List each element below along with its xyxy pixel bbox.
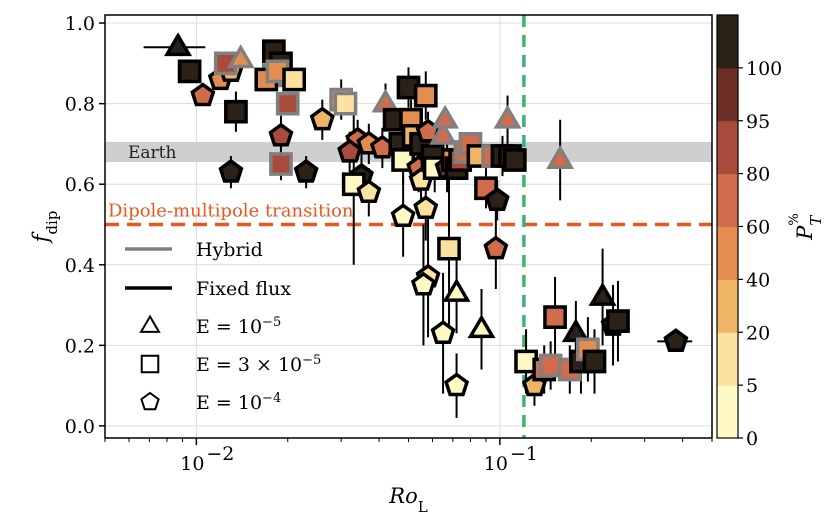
data-point-pentagon (190, 82, 216, 107)
colorbar-segment (717, 279, 738, 333)
data-point-pentagon (356, 179, 382, 203)
x-tick-label: 10 (180, 453, 204, 475)
data-point-pentagon (663, 328, 689, 352)
data-point-square (538, 353, 563, 378)
data-point-pentagon (337, 138, 363, 163)
legend-marker-triangle (139, 314, 161, 333)
colorbar-segment (717, 226, 738, 280)
data-point-triangle (546, 145, 575, 169)
colorbar-segment (717, 15, 738, 69)
x-axis-label: RoL (388, 484, 427, 515)
colorbar-label: PT% (787, 213, 825, 241)
colorbar-segment (717, 67, 738, 122)
tick-labels: 0.00.20.40.60.81.010 −2 10 −1 (65, 13, 538, 475)
y-tick-label: 0.6 (65, 174, 95, 196)
y-tick-label: 0.4 (65, 255, 95, 277)
data-point-square (224, 99, 248, 124)
legend-label: E = 10−5 (196, 315, 281, 339)
colorbar-segment (717, 385, 738, 439)
data-point-square (606, 309, 630, 334)
data-points (163, 32, 689, 397)
data-point-pentagon (293, 158, 319, 183)
legend-label: E = 10−4 (196, 391, 281, 415)
data-point-square (413, 83, 438, 108)
data-point-pentagon (218, 158, 244, 183)
legend-label: Fixed flux (196, 278, 291, 300)
legend-marker-square (140, 354, 160, 374)
data-point-square (282, 67, 307, 92)
data-point-square (269, 152, 293, 176)
data-point-pentagon (309, 106, 335, 131)
data-point-triangle (561, 318, 590, 343)
data-point-square (275, 91, 300, 116)
colorbar-segment (717, 332, 738, 386)
data-point-pentagon (390, 203, 416, 228)
data-point-triangle (493, 104, 522, 129)
y-tick-label: 0.0 (65, 416, 95, 438)
legend: Hybrid Fixed flux E = 10−5 E = 3 × 10−5 E = … (125, 239, 321, 414)
data-point-pentagon (268, 122, 294, 147)
data-point-square (177, 59, 202, 84)
data-point-square (582, 349, 607, 374)
data-point-triangle (588, 281, 617, 306)
earth-band-label: Earth (128, 143, 177, 163)
data-point-square (543, 305, 567, 330)
data-point-square (333, 91, 358, 116)
legend-label: Hybrid (196, 239, 263, 261)
data-point-triangle (226, 44, 255, 69)
colorbar-tick-label: 80 (746, 164, 770, 186)
colorbar-tick-label: 100 (746, 58, 782, 80)
transition-label: Dipole-multipole transition (108, 200, 354, 221)
data-point-triangle (163, 32, 193, 57)
data-point-pentagon (430, 320, 456, 344)
colorbar-tick-label: 5 (746, 375, 758, 397)
data-point-pentagon (413, 195, 439, 220)
data-point-square (437, 236, 461, 261)
colorbar-tick-label: 40 (746, 269, 770, 291)
y-tick-label: 0.8 (65, 94, 95, 116)
axes (99, 14, 713, 445)
data-point-square (502, 148, 527, 172)
data-point-pentagon (410, 271, 436, 296)
colorbar-tick-label: 95 (746, 111, 770, 133)
colorbar-tick-label: 20 (746, 322, 770, 344)
colorbar-segment (717, 120, 738, 175)
y-axis-label: fdip (29, 211, 61, 245)
colorbar-tick-label: 60 (746, 217, 770, 239)
colorbar: 0 5 20 40 60 80 95 100 PT% (716, 14, 825, 450)
x-tick-exponent: −1 (510, 443, 538, 465)
x-tick-exponent: −2 (206, 443, 234, 465)
data-point-triangle (429, 120, 458, 145)
data-point-pentagon (444, 372, 470, 397)
x-tick-label: 10 (484, 453, 508, 475)
colorbar-segment (717, 173, 738, 227)
y-tick-label: 1.0 (65, 13, 95, 35)
colorbar-tick-label: 0 (746, 428, 758, 450)
data-point-triangle (467, 314, 496, 339)
data-point-triangle (431, 104, 460, 129)
data-point-square (213, 51, 238, 76)
data-point-pentagon (484, 187, 510, 211)
data-point-triangle (442, 277, 471, 302)
legend-marker-pentagon (140, 391, 160, 411)
data-point-pentagon (483, 235, 509, 260)
legend-label: E = 3 × 10−5 (196, 353, 321, 377)
y-tick-label: 0.2 (65, 335, 95, 357)
